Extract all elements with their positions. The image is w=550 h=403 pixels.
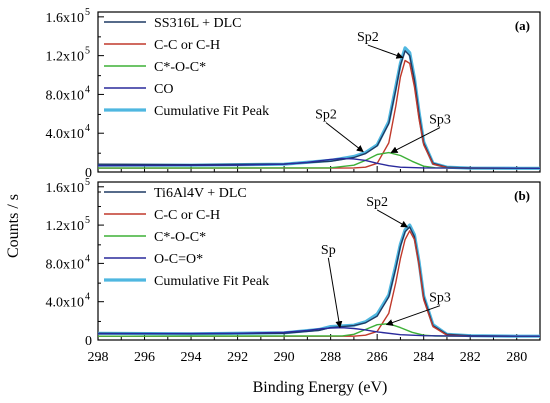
panel-b-y-tick-label: 4.0x10 [46,296,85,311]
x-tick-label: 280 [506,350,527,365]
panel-a-y-tick-exponent: 4 [85,123,90,134]
panel-b-y-tick-exponent: 5 [85,177,90,188]
panel-b-annotation-sp: Sp [321,243,336,258]
panel-a-legend-label: CO [154,82,173,97]
x-tick-label: 290 [274,350,295,365]
panel-a-y-tick-exponent: 5 [85,46,90,57]
panel-a-y-tick-exponent: 5 [85,7,90,18]
panel-b-annotation-arrow [385,305,441,326]
panel-a-y-tick-label: 4.0x10 [46,127,85,142]
panel-a-annotation-sp2: Sp2 [315,108,337,123]
panel-a-legend-label: C*-O-C* [154,60,206,75]
panel-b-legend-label: O-C=O* [154,252,203,267]
panel-b-legend-label: Cumulative Fit Peak [154,274,269,289]
panel-b-series-o-c-o [97,327,540,337]
panel-a-legend-label: C-C or C-H [154,38,220,53]
panel-b-y-tick-label: 1.6x10 [46,181,85,196]
x-tick-label: 296 [134,350,155,365]
panel-b-y-tick-label: 1.2x10 [46,219,85,234]
panel-b-series-ti6al4v-dlc [97,226,540,337]
panel-b-annotation-arrow [327,257,343,329]
panel-a-legend-label: SS316L + DLC [154,16,242,31]
panel-b-y-tick-label: 8.0x10 [46,257,85,272]
panel-a-plot-frame [97,11,541,173]
panel-b-annotation-sp2: Sp2 [366,195,388,210]
panel-b-plot-frame [97,181,541,341]
panel-b-legend-label: C*-O-C* [154,230,206,245]
x-tick-label: 286 [367,350,388,365]
panel-a-y-tick-exponent: 4 [85,84,90,95]
panel-a-annotation-sp2: Sp2 [357,30,379,45]
panel-a-y-tick-label: 8.0x10 [46,88,85,103]
panel-a-legend-label: Cumulative Fit Peak [154,104,269,119]
x-tick-label: 288 [320,350,341,365]
x-tick-label: 292 [227,350,248,365]
panel-b-legend-label: C-C or C-H [154,208,220,223]
panel-b-legend-label: Ti6Al4V + DLC [154,186,247,201]
y-axis-title: Counts / s [5,194,22,258]
panel-b-y-tick-label: 0 [85,334,92,349]
panel-b-annotation-sp3: Sp3 [429,291,451,306]
panel-b-y-tick-exponent: 5 [85,215,90,226]
panel-b-series-c-c-or-c-h [98,230,540,337]
panel-a-label: (a) [515,18,530,33]
x-tick-label: 284 [413,350,434,365]
panel-b-label: (b) [514,188,530,203]
panel-a-y-tick-label: 1.6x10 [46,11,85,26]
panel-a-annotation-arrow [390,127,441,154]
x-tick-label: 282 [460,350,481,365]
x-tick-label: 298 [88,350,109,365]
x-axis-title: Binding Energy (eV) [253,379,388,396]
panel-a-y-tick-label: 1.2x10 [46,50,85,65]
panel-a-y-tick-label: 0 [85,166,92,181]
panel-a-annotation-sp3: Sp3 [429,113,451,128]
panel-a-annotation-arrow [367,44,404,59]
panel-b-annotation-arrow [376,209,409,228]
panel-b-y-tick-exponent: 4 [85,253,90,264]
panel-a-series-c-c-or-c-h [98,59,541,170]
x-tick-label: 294 [181,350,202,365]
panel-a-annotation-arrow [325,122,364,153]
panel-a-series-co [97,157,541,170]
panel-b-y-tick-exponent: 4 [85,292,90,303]
